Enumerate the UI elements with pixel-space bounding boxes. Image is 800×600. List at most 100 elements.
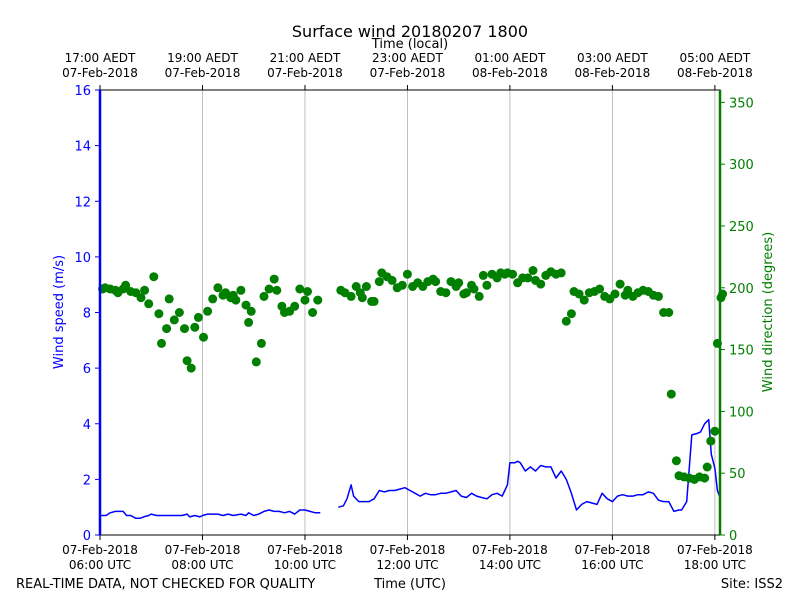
axes-layer: 0 2 4 6 8 10 12 14 16 0 50 100 150 200 250 300 350 07-Feb… — [62, 51, 754, 572]
wind-direction-point — [671, 456, 681, 466]
x-bottom-tick-time: 18:00 UTC — [684, 558, 746, 572]
x-bottom-tick-date: 07-Feb-2018 — [575, 543, 651, 557]
vertical-grid — [202, 90, 716, 535]
wind-direction-point — [121, 280, 131, 290]
x-top-tick-time: 21:00 AEDT — [270, 51, 341, 65]
wind-speed-line — [338, 418, 721, 513]
y-right-tick-label: 100 — [729, 405, 754, 420]
wind-direction-point — [654, 291, 663, 301]
wind-direction-point — [259, 291, 269, 301]
y-left-tick-label: 2 — [83, 473, 91, 488]
wind-direction-point — [190, 322, 200, 332]
x-top-tick-date: 07-Feb-2018 — [267, 66, 343, 80]
wind-direction-point — [556, 268, 566, 278]
wind-speed-line — [100, 509, 321, 520]
wind-direction-point — [610, 289, 620, 299]
x-top-tick-time: 17:00 AEDT — [65, 51, 136, 65]
wind-direction-point — [169, 315, 179, 325]
series-layer — [98, 266, 728, 520]
y-left-tick-label: 12 — [74, 195, 91, 210]
x-top-tick-time: 19:00 AEDT — [167, 51, 238, 65]
y-right-tick-label: 250 — [729, 220, 754, 235]
wind-direction-point — [162, 324, 172, 334]
y-left-tick-label: 16 — [74, 84, 91, 99]
y-left-tick-label: 6 — [83, 362, 91, 377]
chart-title: Surface wind 20180207 1800 — [292, 22, 528, 41]
wind-direction-point — [536, 279, 546, 289]
wind-direction-point — [203, 306, 213, 316]
wind-direction-point — [174, 308, 184, 317]
wind-direction-point — [482, 280, 492, 290]
wind-direction-point — [397, 280, 407, 290]
quality-disclaimer: REAL-TIME DATA, NOT CHECKED FOR QUALITY — [16, 577, 315, 592]
top-axis-label: Time (local) — [371, 37, 448, 52]
wind-direction-point — [193, 312, 203, 322]
wind-direction-point — [623, 285, 633, 295]
x-top-tick-date: 07-Feb-2018 — [165, 66, 241, 80]
x-top-tick-date: 07-Feb-2018 — [370, 66, 446, 80]
wind-direction-point — [295, 284, 305, 294]
wind-direction-point — [508, 269, 517, 279]
wind-direction-point — [706, 436, 716, 446]
wind-direction-point — [264, 284, 274, 294]
wind-direction-point — [615, 279, 625, 289]
wind-direction-point — [469, 284, 479, 294]
wind-direction-point — [561, 316, 571, 326]
wind-direction-point — [246, 306, 256, 316]
x-bottom-tick-date: 07-Feb-2018 — [267, 543, 343, 557]
wind-direction-point — [308, 308, 318, 317]
wind-direction-point — [431, 277, 441, 287]
x-top-tick-date: 08-Feb-2018 — [472, 66, 548, 80]
wind-direction-point — [241, 300, 251, 310]
wind-direction-point — [361, 282, 371, 291]
y-right-tick-label: 350 — [729, 96, 754, 111]
x-top-tick-date: 08-Feb-2018 — [575, 66, 651, 80]
y-right-tick-label: 300 — [729, 158, 754, 173]
wind-direction-point — [579, 295, 589, 305]
wind-direction-point — [523, 273, 533, 283]
wind-direction-point — [213, 283, 223, 293]
x-bottom-tick-date: 07-Feb-2018 — [472, 543, 548, 557]
y-axis-right-label: Wind direction (degrees) — [761, 232, 776, 392]
wind-direction-point — [666, 389, 676, 399]
wind-direction-point — [157, 338, 166, 348]
wind-direction-point — [272, 285, 282, 295]
wind-direction-point — [369, 296, 379, 306]
x-bottom-tick-time: 12:00 UTC — [376, 558, 438, 572]
wind-direction-point — [236, 285, 246, 295]
x-top-tick-date: 08-Feb-2018 — [677, 66, 753, 80]
wind-direction-point — [144, 299, 154, 309]
y-right-tick-label: 150 — [729, 344, 754, 359]
wind-direction-point — [269, 274, 279, 284]
wind-direction-point — [208, 294, 218, 304]
wind-direction-point — [186, 363, 196, 373]
wind-direction-point — [300, 295, 310, 305]
wind-direction-point — [402, 269, 412, 279]
y-left-tick-label: 14 — [74, 140, 91, 155]
x-bottom-tick-date: 07-Feb-2018 — [165, 543, 241, 557]
x-top-tick-date: 07-Feb-2018 — [62, 66, 138, 80]
wind-direction-point — [182, 356, 192, 366]
x-bottom-tick-time: 08:00 UTC — [171, 558, 233, 572]
x-top-tick-time: 23:00 AEDT — [372, 51, 443, 65]
x-top-tick-time: 03:00 AEDT — [577, 51, 648, 65]
wind-direction-point — [454, 278, 464, 288]
wind-direction-point — [595, 284, 605, 294]
wind-direction-point — [566, 309, 576, 319]
wind-direction-point — [346, 291, 356, 301]
wind-direction-point — [140, 285, 150, 295]
wind-direction-point — [313, 295, 323, 305]
wind-direction-point — [303, 287, 312, 296]
wind-direction-point — [180, 324, 189, 334]
wind-direction-point — [251, 357, 261, 367]
wind-direction-point — [231, 295, 241, 305]
y-left-tick-label: 0 — [83, 529, 91, 544]
wind-direction-point — [357, 293, 367, 303]
x-bottom-tick-time: 06:00 UTC — [69, 558, 131, 572]
y-left-tick-label: 8 — [83, 307, 91, 322]
wind-direction-point — [528, 266, 538, 275]
wind-direction-point — [244, 317, 254, 327]
wind-direction-point — [478, 270, 488, 280]
